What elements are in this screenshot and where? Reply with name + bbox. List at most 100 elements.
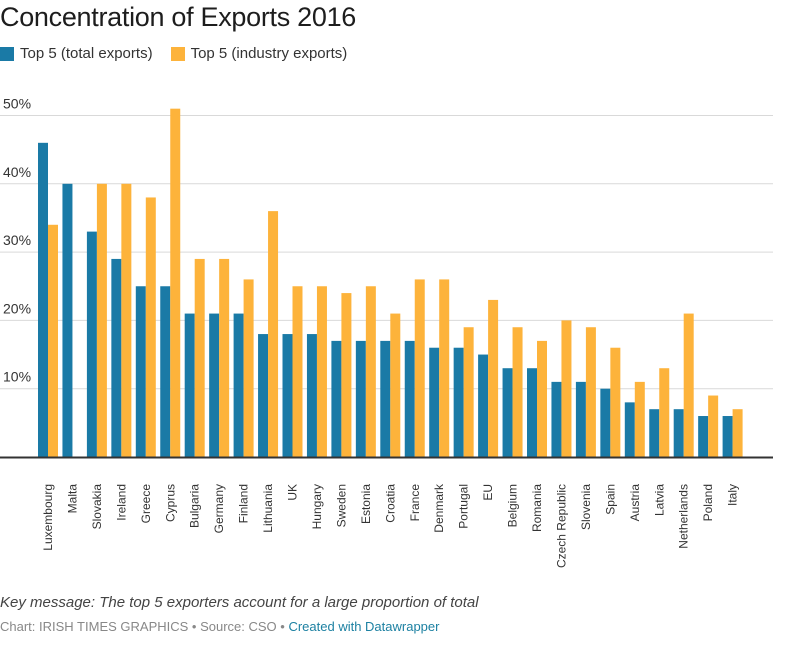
bar-industry-exports (463, 327, 474, 457)
bar-industry-exports (414, 279, 425, 457)
bar-industry-exports (610, 347, 621, 457)
bar-industry-exports (561, 320, 572, 457)
bar-total-exports (282, 334, 293, 457)
credit-text: Chart: IRISH TIMES GRAPHICS (0, 619, 189, 634)
x-tick-label: Czech Republic (554, 484, 568, 568)
chart-title: Concentration of Exports 2016 (0, 2, 357, 32)
bar-industry-exports (488, 299, 499, 457)
bar-industry-exports (659, 368, 670, 457)
source-text: Source: CSO (200, 619, 277, 634)
bar-total-exports (453, 347, 464, 457)
x-tick-label: Poland (701, 484, 715, 521)
x-tick-label: Finland (237, 484, 251, 523)
x-tick-label: France (408, 484, 422, 522)
x-tick-label: Italy (726, 484, 740, 506)
bar-industry-exports (316, 286, 327, 457)
bar-industry-exports (512, 327, 523, 457)
bar-total-exports (86, 231, 97, 457)
bar-total-exports (111, 258, 122, 457)
bar-total-exports (649, 409, 660, 457)
x-tick-label: Croatia (383, 484, 397, 523)
bar-industry-exports (683, 313, 694, 457)
y-tick-label: 20% (3, 300, 31, 316)
bar-total-exports (404, 340, 415, 457)
bars (38, 108, 743, 458)
x-tick-label: Cyprus (163, 484, 177, 522)
bar-total-exports (331, 340, 342, 457)
bar-total-exports (429, 347, 440, 457)
bar-total-exports (527, 368, 537, 457)
bar-industry-exports (585, 327, 596, 457)
x-tick-label: Latvia (652, 484, 666, 516)
x-tick-label: Germany (212, 484, 226, 533)
bar-industry-exports (439, 279, 450, 457)
bar-total-exports (233, 313, 244, 457)
bar-total-exports (355, 340, 366, 457)
x-tick-label: Greece (139, 484, 153, 524)
x-tick-labels: Luxembourg Malta Slovakia Ireland Greece Cypr… (41, 483, 740, 568)
bar-total-exports (502, 368, 513, 457)
bar-total-exports (698, 416, 709, 457)
y-tick-label: 30% (3, 232, 31, 248)
chart-footer: Chart: IRISH TIMES GRAPHICS • Source: CS… (0, 619, 439, 634)
bar-total-exports (160, 286, 171, 457)
x-tick-label: EU (481, 484, 495, 501)
bar-total-exports (600, 388, 611, 457)
x-tick-label: Slovenia (579, 484, 593, 530)
bar-industry-exports (145, 197, 156, 457)
datawrapper-link[interactable]: Created with Datawrapper (288, 619, 440, 634)
x-tick-label: Austria (628, 484, 642, 522)
bar-total-exports (209, 313, 220, 457)
bar-total-exports (380, 340, 391, 457)
bar-industry-exports (732, 409, 743, 457)
bar-total-exports (184, 313, 195, 457)
x-tick-label: Bulgaria (188, 484, 202, 528)
x-tick-label: Sweden (334, 484, 348, 527)
bar-total-exports (673, 409, 684, 457)
bar-total-exports (258, 334, 269, 457)
x-tick-label: Estonia (359, 484, 373, 524)
bar-industry-exports (243, 279, 254, 457)
bar-industry-exports (121, 183, 132, 458)
legend-swatch-total (0, 46, 14, 61)
x-tick-label: Spain (603, 484, 617, 515)
bar-industry-exports (194, 258, 205, 457)
bar-industry-exports (170, 108, 181, 458)
bar-industry-exports (537, 340, 547, 457)
y-tick-label: 50% (3, 96, 31, 112)
bar-industry-exports (292, 286, 303, 457)
bar-chart: 10% 20% 30% 40% 50% Luxembourg Malta Slovakia I… (0, 96, 773, 568)
key-message: Key message: The top 5 exporters account… (0, 594, 479, 611)
legend-label-total: Top 5 (total exports) (20, 45, 153, 62)
y-tick-labels: 10% 20% 30% 40% 50% (3, 96, 31, 385)
bar-industry-exports (365, 286, 376, 457)
bar-total-exports (722, 416, 733, 457)
bar-total-exports (38, 142, 48, 457)
bar-industry-exports (268, 211, 279, 457)
bar-industry-exports (390, 313, 401, 457)
x-tick-label: Romania (530, 484, 544, 532)
separator: • (188, 619, 201, 634)
bar-industry-exports (219, 258, 230, 457)
x-tick-label: Slovakia (90, 484, 104, 530)
x-tick-label: Denmark (432, 483, 446, 533)
bar-total-exports (575, 381, 586, 457)
x-tick-label: UK (286, 484, 300, 501)
y-tick-label: 10% (3, 369, 31, 385)
x-tick-label: Portugal (457, 484, 471, 529)
bar-industry-exports (634, 381, 645, 457)
bar-total-exports (478, 354, 489, 457)
bar-total-exports (551, 381, 562, 457)
bar-total-exports (306, 334, 317, 457)
x-tick-label: Ireland (114, 484, 128, 521)
legend-item-industry: Top 5 (industry exports) (170, 45, 348, 62)
x-tick-label: Hungary (310, 484, 324, 529)
x-tick-label: Belgium (506, 484, 520, 527)
bar-industry-exports (48, 224, 58, 457)
x-tick-label: Lithuania (261, 484, 275, 533)
x-tick-label: Luxembourg (41, 484, 55, 551)
separator: • (276, 619, 289, 634)
bar-total-exports (62, 183, 73, 458)
legend-swatch-industry (170, 46, 185, 61)
legend-label-industry: Top 5 (industry exports) (190, 45, 348, 62)
